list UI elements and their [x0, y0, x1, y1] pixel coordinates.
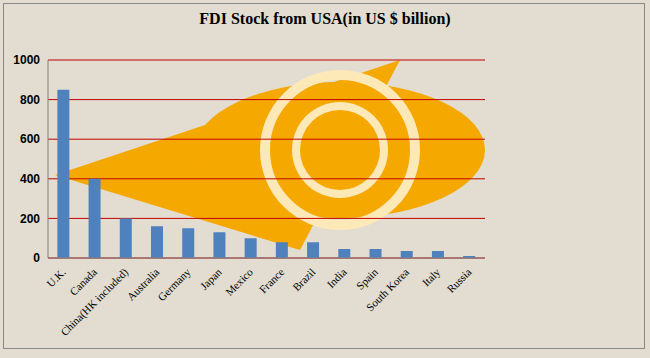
svg-text:0: 0	[33, 251, 40, 265]
svg-text:U.K.: U.K.	[44, 266, 68, 290]
svg-text:Mexico: Mexico	[223, 265, 256, 298]
svg-text:800: 800	[20, 93, 40, 107]
svg-text:200: 200	[20, 212, 40, 226]
svg-text:Italy: Italy	[420, 265, 443, 288]
svg-text:India: India	[324, 266, 349, 291]
svg-text:China(HK included): China(HK included)	[58, 266, 131, 339]
svg-text:South Korea: South Korea	[364, 266, 412, 314]
svg-text:Germany: Germany	[155, 265, 193, 303]
svg-text:Russia: Russia	[444, 266, 473, 295]
svg-text:1000: 1000	[13, 53, 40, 67]
svg-text:Japan: Japan	[198, 265, 225, 292]
svg-text:Australia: Australia	[124, 266, 161, 303]
html-text:FDI Stock from USA(in US $ bil: FDI Stock from USA(in US $ billion)	[199, 10, 451, 27]
svg-text:600: 600	[20, 132, 40, 146]
svg-text:Spain: Spain	[354, 265, 381, 292]
svg-text:Brazil: Brazil	[290, 266, 317, 293]
svg-text:France: France	[257, 266, 287, 296]
svg-text:400: 400	[20, 172, 40, 186]
svg-text:Canada: Canada	[67, 265, 100, 298]
